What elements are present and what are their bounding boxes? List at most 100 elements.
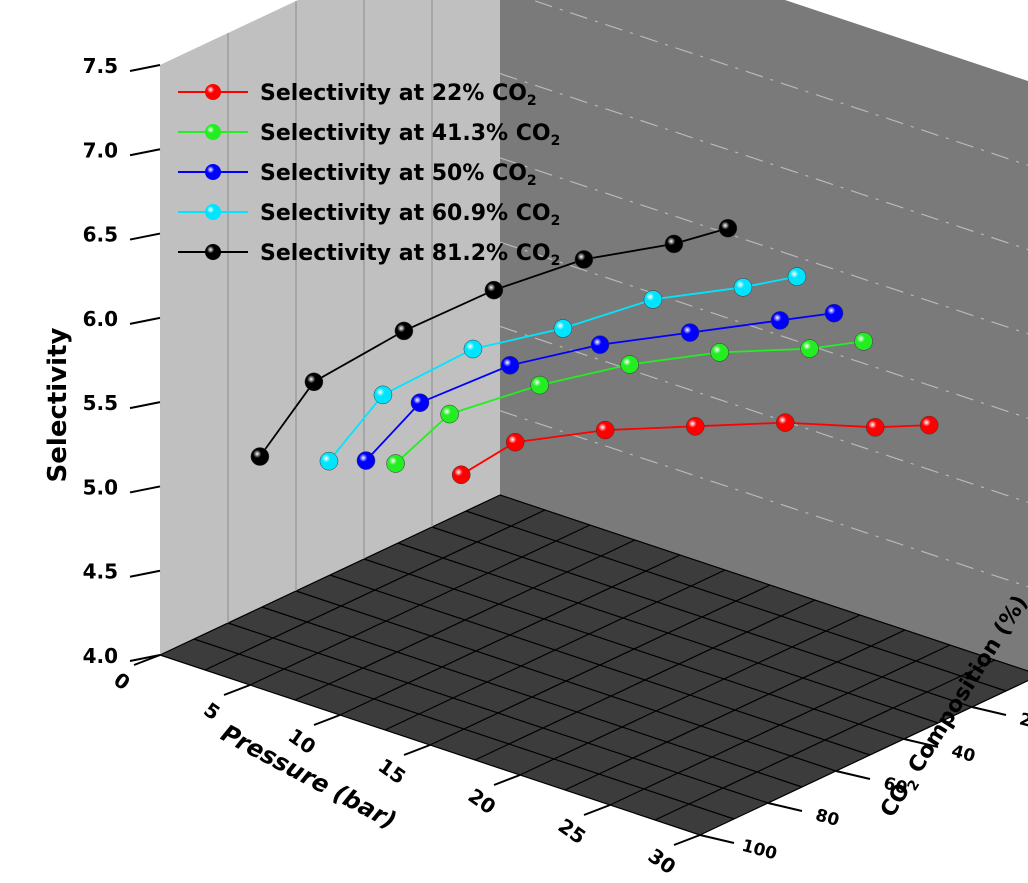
- x-tick-label: 30: [644, 843, 681, 879]
- floor-grid-line: [499, 494, 1028, 672]
- z-tick-label: 6.5: [83, 223, 118, 247]
- x-tick-mark: [133, 654, 161, 666]
- data-point-marker: [770, 311, 790, 330]
- y-tick-mark: [699, 834, 735, 844]
- z-axis-title: Selectivity: [43, 328, 73, 483]
- floor-grid-line: [329, 574, 871, 756]
- data-point-marker: [530, 375, 549, 395]
- y-tick-label: 40: [949, 741, 977, 766]
- data-point-marker: [553, 319, 573, 338]
- floor-grid-line: [363, 558, 905, 740]
- z-tick-label: 7.0: [83, 138, 118, 162]
- data-point-marker: [620, 355, 639, 374]
- legend-label: Selectivity at 81.2% CO2: [260, 241, 560, 269]
- legend-label-sub: 2: [527, 93, 537, 109]
- data-point-marker: [775, 413, 795, 432]
- side-wall: [160, 0, 500, 655]
- series-group: [319, 267, 807, 471]
- z-tick-mark: [129, 64, 161, 72]
- z-tick-mark: [129, 316, 161, 325]
- data-point-marker: [319, 451, 339, 471]
- legend-label-sub: 2: [551, 213, 561, 229]
- back-wall: [500, 0, 1028, 671]
- legend-label: Selectivity at 41.3% CO2: [260, 121, 560, 149]
- x-tick-label: 20: [464, 783, 501, 819]
- data-point-marker: [800, 339, 819, 358]
- legend-label-main: Selectivity at 22% CO: [260, 81, 527, 106]
- floor: [160, 495, 1028, 835]
- z-tick-mark: [129, 401, 161, 410]
- z-tick-label: 5.5: [83, 391, 118, 415]
- floor-grid-line: [397, 542, 939, 724]
- data-point-marker: [574, 250, 594, 269]
- series-group: [386, 332, 873, 473]
- data-point-marker: [787, 267, 807, 286]
- legend-label-sub: 2: [527, 173, 537, 189]
- x-tick-label: 5: [199, 697, 224, 725]
- data-point-marker: [919, 415, 939, 435]
- data-point-marker: [590, 335, 610, 354]
- x-tick-label: 25: [554, 813, 591, 849]
- legend-marker: [205, 244, 221, 260]
- x-tick-mark: [583, 804, 611, 816]
- y-tick-label: 20: [1017, 709, 1028, 734]
- z-tick-mark: [129, 232, 161, 241]
- x-tick-label: 0: [109, 667, 134, 695]
- data-point-marker: [373, 385, 393, 405]
- data-point-marker: [410, 393, 430, 412]
- legend-label-main: Selectivity at 50% CO: [260, 161, 527, 186]
- z-tick-label: 4.0: [83, 644, 118, 668]
- series-group: [356, 303, 844, 470]
- y-tick-mark: [971, 706, 1007, 716]
- floor-grid-line: [465, 510, 1007, 692]
- legend-label-sub: 2: [551, 133, 561, 149]
- legend-label-main: Selectivity at 81.2% CO: [260, 241, 551, 266]
- data-point-marker: [304, 372, 324, 392]
- z-tick-mark: [129, 569, 161, 578]
- data-point-marker: [710, 343, 729, 362]
- z-tick-label: 6.0: [83, 307, 118, 331]
- data-point-marker: [824, 303, 844, 323]
- data-point-marker: [643, 290, 663, 309]
- x-tick-mark: [493, 774, 521, 786]
- series-group: [451, 413, 939, 485]
- x-tick-mark: [403, 744, 431, 756]
- data-point-marker: [500, 356, 520, 375]
- y-tick-label: 80: [813, 805, 841, 830]
- legend-label-main: Selectivity at 60.9% CO: [260, 201, 551, 226]
- legend-label: Selectivity at 22% CO2: [260, 81, 537, 109]
- floor-grid-line: [295, 590, 837, 772]
- legend-label-sub: 2: [551, 253, 561, 269]
- z-tick-label: 5.0: [83, 475, 118, 499]
- series-group: [250, 218, 738, 466]
- legend-label: Selectivity at 60.9% CO2: [260, 201, 560, 229]
- y-tick-mark: [903, 738, 939, 748]
- floor-grid-line: [193, 638, 735, 820]
- legend-marker: [205, 164, 221, 180]
- data-point-marker: [685, 417, 705, 436]
- data-point-marker: [505, 432, 525, 452]
- data-point-marker: [356, 451, 376, 470]
- data-point-marker: [854, 332, 873, 351]
- legend-marker: [205, 84, 221, 100]
- x-tick-mark: [223, 684, 251, 696]
- x-tick-mark: [313, 714, 341, 726]
- chart-series: [250, 218, 939, 485]
- z-tick-label: 4.5: [83, 560, 118, 584]
- data-point-marker: [595, 420, 615, 440]
- chart-walls: [160, 0, 1028, 835]
- data-point-marker: [718, 218, 738, 238]
- data-point-marker: [680, 323, 700, 342]
- data-point-marker: [250, 447, 270, 466]
- z-tick-mark: [129, 485, 161, 494]
- data-point-marker: [440, 404, 459, 424]
- z-tick-mark: [129, 148, 161, 157]
- y-tick-mark: [767, 802, 803, 812]
- legend-label: Selectivity at 50% CO2: [260, 161, 537, 189]
- z-tick-label: 7.5: [83, 54, 118, 78]
- floor-grid-line: [227, 622, 769, 804]
- legend-label-main: Selectivity at 41.3% CO: [260, 121, 551, 146]
